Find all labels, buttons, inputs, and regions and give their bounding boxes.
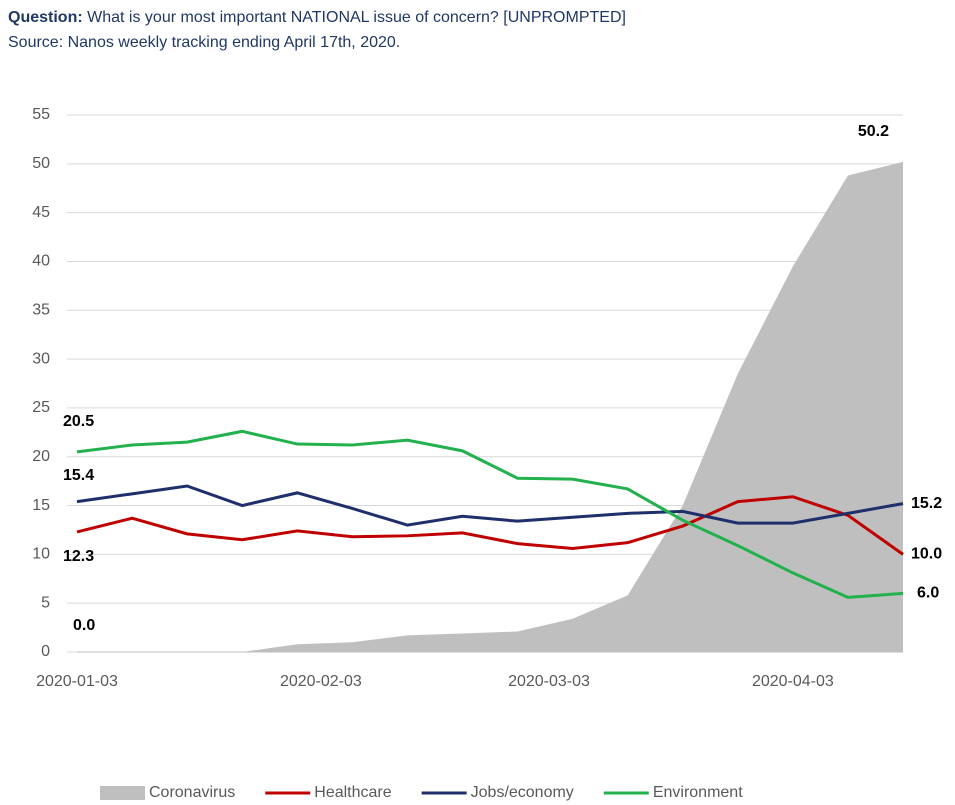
y-tick-label: 15	[32, 497, 50, 514]
data-label: 6.0	[917, 585, 939, 602]
x-tick-label: 2020-04-03	[752, 673, 834, 690]
line	[76, 484, 904, 527]
y-tick-label: 30	[32, 350, 50, 367]
legend-label: Environment	[653, 784, 743, 801]
y-tick-label: 5	[41, 594, 50, 611]
y-tick-label: 10	[32, 546, 50, 563]
title-text: What is your most important NATIONAL iss…	[87, 9, 626, 26]
x-tick-label: 2020-03-03	[508, 673, 590, 690]
data-label: 15.4	[63, 467, 94, 484]
y-tick-label: 25	[32, 399, 50, 416]
y-tick-label: 45	[32, 204, 50, 221]
data-label: 12.3	[63, 548, 94, 565]
line	[76, 495, 904, 556]
data-label: 0.0	[73, 617, 95, 634]
legend-swatch	[100, 786, 145, 800]
line	[76, 429, 904, 599]
chart-title: Question: What is your most important NA…	[8, 9, 626, 26]
y-tick-label: 55	[32, 106, 50, 123]
data-label: 20.5	[63, 413, 94, 430]
legend-label: Jobs/economy	[471, 784, 574, 801]
data-label: 15.2	[911, 495, 942, 512]
area	[77, 161, 903, 652]
y-tick-label: 50	[32, 155, 50, 172]
y-tick-label: 0	[41, 643, 50, 660]
chart-subtitle: Source: Nanos weekly tracking ending Apr…	[8, 34, 400, 51]
y-tick-label: 35	[32, 301, 50, 318]
title-label: Question:	[8, 9, 83, 26]
y-tick-label: 40	[32, 253, 50, 270]
x-tick-label: 2020-01-03	[36, 673, 118, 690]
data-label: 50.2	[858, 123, 889, 140]
data-label: 10.0	[911, 546, 942, 563]
y-tick-label: 20	[32, 448, 50, 465]
x-tick-label: 2020-02-03	[280, 673, 362, 690]
legend-label: Healthcare	[314, 784, 391, 801]
legend-label: Coronavirus	[149, 784, 235, 801]
